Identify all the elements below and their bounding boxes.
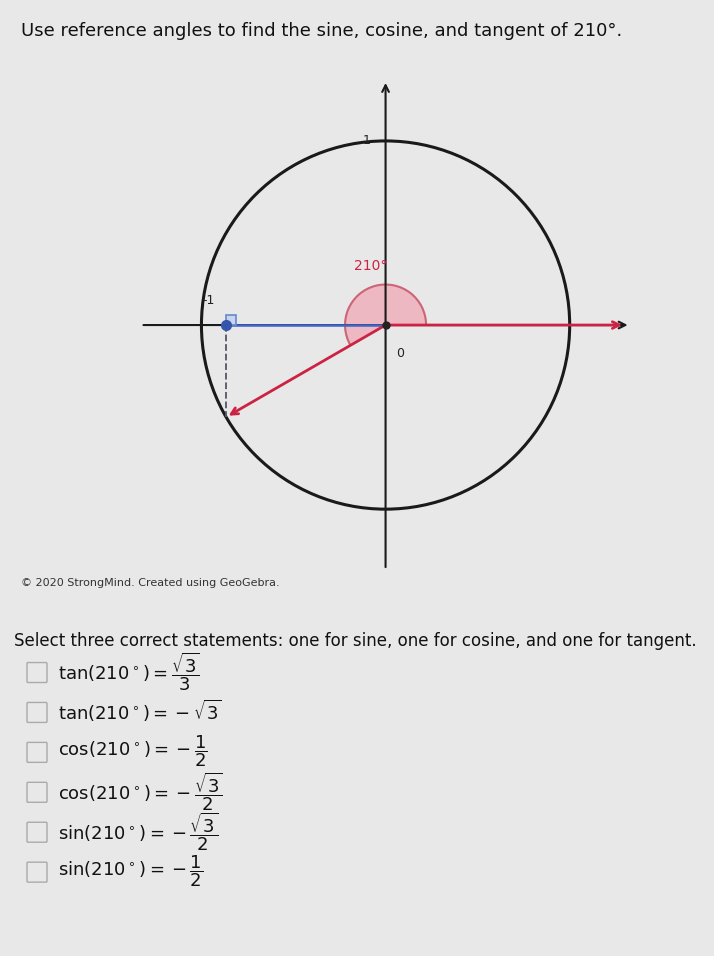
Polygon shape <box>345 285 426 345</box>
Text: 210°: 210° <box>354 259 388 273</box>
FancyBboxPatch shape <box>27 743 47 762</box>
Text: 0: 0 <box>396 347 405 360</box>
Text: $\cos(210^\circ) = -\dfrac{1}{2}$: $\cos(210^\circ) = -\dfrac{1}{2}$ <box>58 733 208 770</box>
Text: $\tan(210^\circ) = \dfrac{\sqrt{3}}{3}$: $\tan(210^\circ) = \dfrac{\sqrt{3}}{3}$ <box>58 650 200 693</box>
Text: Select three correct statements: one for sine, one for cosine, and one for tange: Select three correct statements: one for… <box>14 632 697 649</box>
Text: © 2020 StrongMind. Created using GeoGebra.: © 2020 StrongMind. Created using GeoGebr… <box>21 578 280 588</box>
Text: -1: -1 <box>203 293 215 307</box>
FancyBboxPatch shape <box>27 862 47 882</box>
Text: $\sin(210^\circ) = -\dfrac{\sqrt{3}}{2}$: $\sin(210^\circ) = -\dfrac{\sqrt{3}}{2}$ <box>58 810 218 853</box>
Text: Use reference angles to find the sine, cosine, and tangent of 210°.: Use reference angles to find the sine, c… <box>21 23 623 40</box>
Text: $\sin(210^\circ) = -\dfrac{1}{2}$: $\sin(210^\circ) = -\dfrac{1}{2}$ <box>58 854 203 889</box>
FancyBboxPatch shape <box>27 703 47 723</box>
Bar <box>226 315 236 325</box>
Text: $\tan(210^\circ) = -\sqrt{3}$: $\tan(210^\circ) = -\sqrt{3}$ <box>58 699 222 725</box>
Text: 1: 1 <box>363 135 371 147</box>
FancyBboxPatch shape <box>27 663 47 683</box>
Text: $\cos(210^\circ) = -\dfrac{\sqrt{3}}{2}$: $\cos(210^\circ) = -\dfrac{\sqrt{3}}{2}$ <box>58 770 223 813</box>
FancyBboxPatch shape <box>27 822 47 842</box>
FancyBboxPatch shape <box>27 782 47 802</box>
